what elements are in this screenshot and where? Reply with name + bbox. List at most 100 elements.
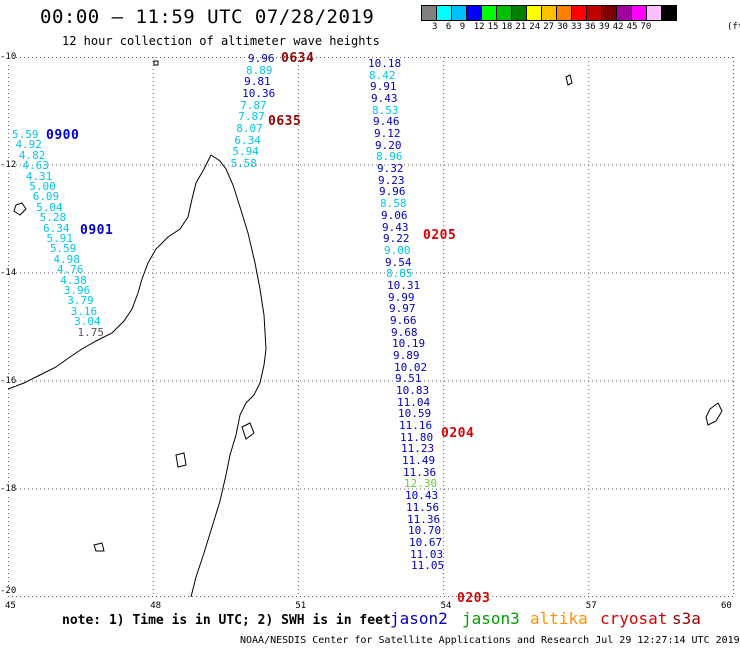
lat-tick-label: -16	[0, 376, 17, 386]
wave-height-map: 5.59 4.92 4.82 4.63 4.31 5.00 6.09 5.04 5.28 6.34…	[0, 51, 734, 611]
wave-height-value: 10.67	[409, 535, 443, 549]
wave-height-value: 6.34	[43, 221, 70, 235]
color-scale-tick: 70	[640, 22, 652, 32]
wave-height-value: 4.82	[18, 148, 46, 162]
madagascar-west-coast	[8, 154, 212, 390]
wave-height-value: 9.06	[381, 208, 408, 222]
lat-lon-grid	[8, 57, 734, 597]
wave-height-value: 9.46	[373, 115, 400, 129]
wave-height-value: 9.00	[384, 243, 411, 257]
wave-height-value: 4.63	[22, 159, 49, 173]
lat-tick-label: -12	[0, 160, 17, 170]
wave-height-value: 5.91	[46, 232, 74, 245]
wave-height-value: 5.04	[36, 200, 63, 214]
island-5	[93, 542, 105, 552]
wave-height-value: 8.89	[246, 63, 273, 77]
pass-time-label: 0635	[268, 114, 302, 129]
wave-height-value: 7.87	[240, 98, 267, 112]
color-swatch	[661, 5, 677, 21]
lon-tick-label: 54	[440, 601, 452, 611]
color-scale-tick: 33	[571, 22, 582, 32]
wave-height-value: 10.70	[408, 524, 442, 538]
pass-time-label: 0900	[46, 128, 80, 143]
wave-height-value: 10.19	[392, 337, 426, 351]
wave-height-value: 8.85	[386, 267, 413, 281]
islet-7	[241, 422, 255, 440]
lon-tick-label: 60	[721, 601, 732, 611]
color-scale-tick: 42	[612, 22, 624, 32]
color-swatch	[601, 5, 617, 21]
color-swatch	[571, 5, 587, 21]
coastline	[8, 60, 723, 597]
island-1	[13, 202, 27, 216]
lat-tick-label: -10	[0, 52, 17, 62]
color-swatch	[496, 5, 512, 21]
map-canvas	[8, 57, 734, 597]
color-swatch	[436, 5, 452, 21]
wave-height-value: 11.04	[397, 395, 431, 409]
pass-time-label: 0901	[80, 223, 114, 238]
wave-height-value: 8.96	[376, 150, 403, 164]
wave-height-value: 3.96	[63, 284, 91, 297]
wave-height-value: 9.12	[374, 127, 401, 141]
wave-height-value: 11.16	[399, 419, 433, 433]
wave-height-value: 8.07	[236, 121, 263, 135]
wave-height-value: 7.87	[238, 110, 265, 124]
wave-height-value: 3.16	[70, 304, 98, 318]
wave-height-value: 12.30	[404, 477, 438, 491]
wave-height-value: 9.23	[378, 173, 405, 187]
wave-height-value: 4.92	[15, 138, 42, 152]
wave-height-value: 9.81	[244, 75, 271, 89]
wave-height-value: 9.20	[375, 138, 402, 152]
wave-height-value: 4.76	[56, 263, 84, 277]
wave-height-value: 9.68	[391, 325, 418, 339]
color-swatch	[631, 5, 647, 21]
wave-height-value: 11.80	[400, 430, 434, 444]
color-swatch	[586, 5, 602, 21]
wave-height-value: 10.83	[396, 384, 430, 398]
wave-height-value: 4.31	[25, 169, 53, 183]
chart-subtitle: 12 hour collection of altimeter wave hei…	[62, 34, 380, 48]
wave-height-value: 10.59	[398, 407, 432, 421]
wave-height-value: 11.36	[407, 512, 441, 526]
wave-height-value: 10.31	[387, 278, 421, 292]
color-swatch	[451, 5, 467, 21]
color-swatch	[616, 5, 632, 21]
island-4	[175, 452, 187, 468]
color-scale-tick: 27	[543, 22, 555, 32]
wave-height-value: 9.99	[388, 290, 415, 304]
wave-height-value: 5.59	[49, 242, 77, 256]
footer-note: note: 1) Time is in UTC; 2) SWH is in fe…	[62, 613, 391, 628]
wave-height-value: 5.58	[230, 156, 257, 170]
island-3	[705, 402, 723, 426]
color-scale-tick: 9	[459, 22, 466, 32]
wave-height-value: 10.18	[368, 57, 402, 70]
wave-height-value: 11.05	[411, 559, 445, 573]
wave-height-value: 9.96	[379, 185, 406, 199]
wave-height-value: 11.56	[406, 500, 440, 514]
legend-s3a: s3a	[672, 609, 701, 628]
wave-height-value: 9.54	[385, 255, 412, 269]
color-scale-tick: 45	[626, 22, 638, 32]
wave-height-value: 9.51	[395, 372, 422, 386]
lat-tick-label: -18	[0, 484, 17, 494]
wave-height-value: 9.91	[370, 80, 397, 94]
color-scale-tick: 36	[584, 22, 596, 32]
wave-height-value: 8.42	[369, 68, 396, 82]
lon-tick-label: 48	[150, 601, 162, 611]
color-scale-tick: 24	[529, 22, 541, 32]
lat-tick-label: -14	[0, 268, 17, 278]
wave-height-value: 6.09	[32, 190, 60, 204]
wave-height-value: 1.75	[77, 325, 105, 339]
lon-tick-label: 45	[5, 601, 16, 611]
wave-height-value: 5.00	[29, 180, 56, 193]
color-swatch	[646, 5, 662, 21]
color-scale-tick: 39	[598, 22, 610, 32]
wave-height-value: 4.98	[53, 252, 80, 266]
wave-height-value: 10.36	[242, 86, 276, 100]
wave-height-value: 4.38	[60, 273, 87, 287]
legend-altika: altika	[530, 609, 588, 628]
color-scale-tick: 12	[473, 22, 485, 32]
wave-height-value: 9.66	[390, 313, 417, 327]
wave-height-value: 6.34	[234, 133, 261, 147]
